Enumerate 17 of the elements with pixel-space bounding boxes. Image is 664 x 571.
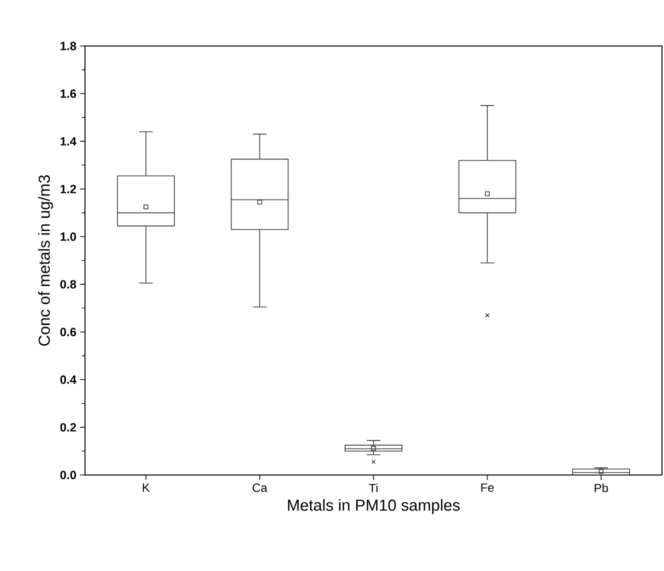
x-tick-label: Fe [481, 484, 494, 492]
y-tick-label: 0.8 [60, 280, 76, 289]
x-tick-label: Pb [594, 484, 608, 492]
y-tick-label: 0.6 [60, 328, 76, 336]
x-tick-label: Ti [369, 484, 378, 492]
y-tick-label: 0.0 [60, 470, 76, 480]
x-axis-title: Metals in PM10 samples [288, 499, 460, 514]
y-tick-label: 1.2 [60, 184, 76, 194]
y-tick-label: 1.4 [60, 137, 76, 146]
y-tick-label: 1.6 [60, 89, 76, 98]
y-tick-label: 1.0 [60, 232, 76, 241]
y-axis-title: Conc of metals in ug/m3 [38, 175, 54, 346]
y-tick-label: 1.8 [60, 42, 76, 50]
y-tick-label: 0.4 [60, 375, 76, 384]
x-tick-label: Ca [252, 484, 268, 492]
x-tick-label: K [142, 484, 150, 492]
y-tick-label: 0.2 [60, 423, 76, 432]
